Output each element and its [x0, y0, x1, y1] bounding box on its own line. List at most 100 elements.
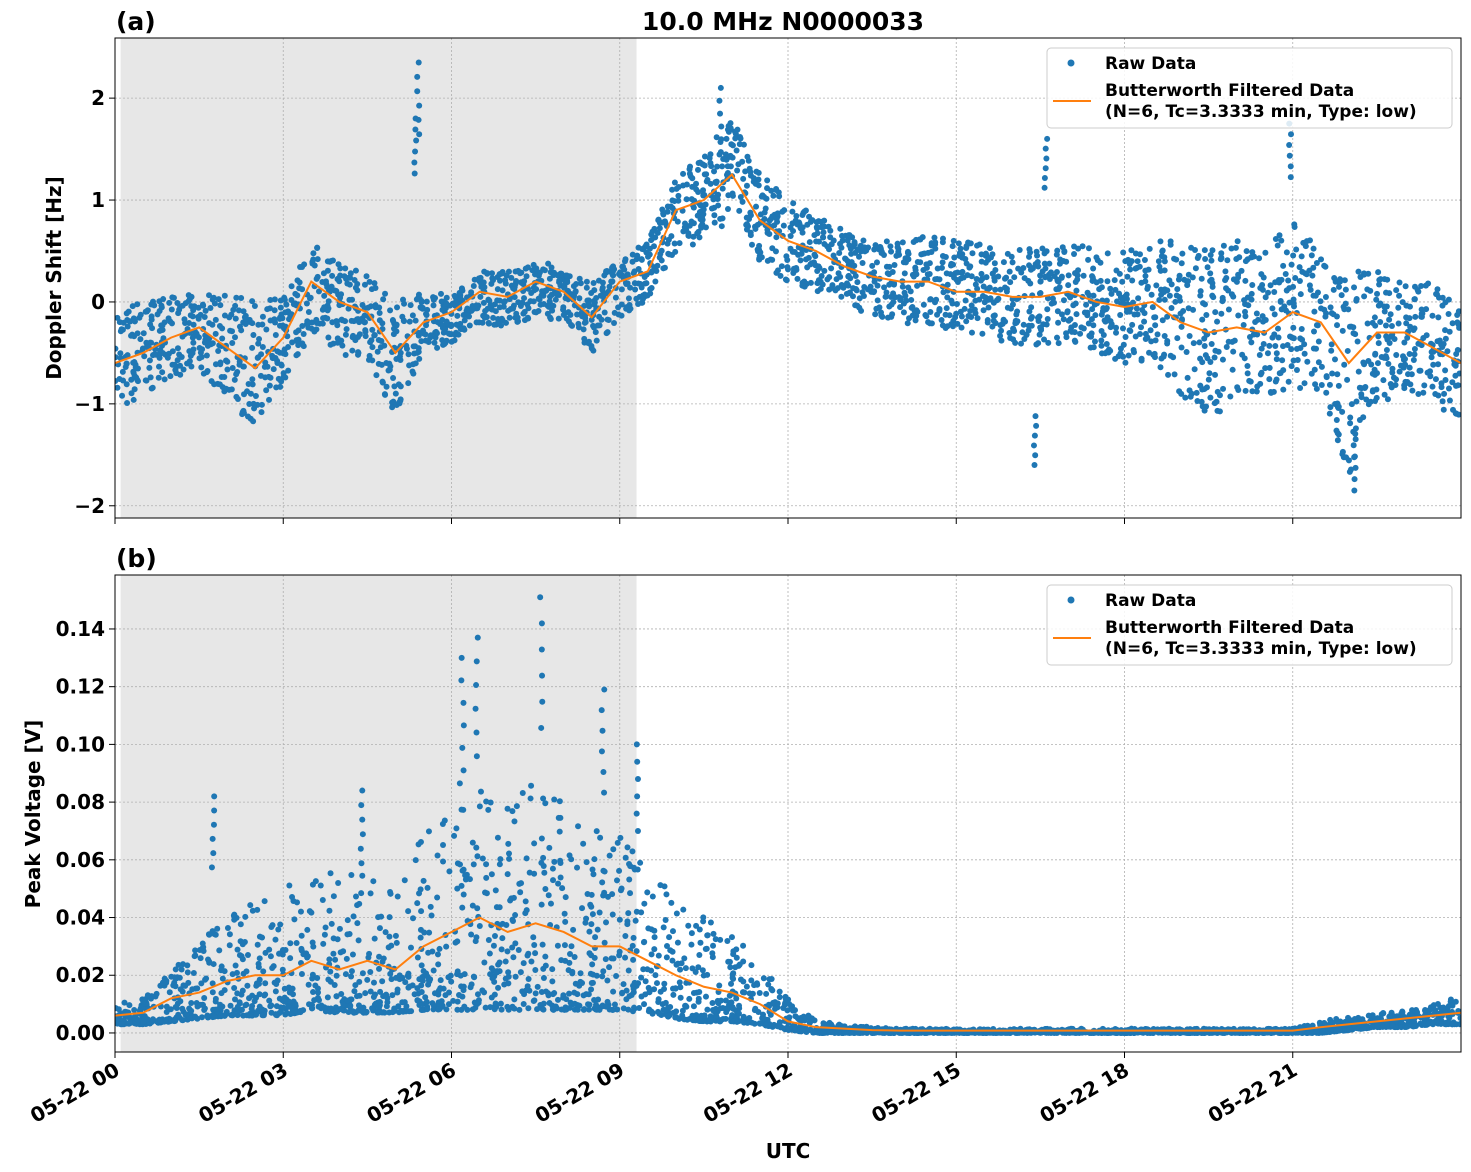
raw-data-point [704, 1006, 711, 1013]
raw-data-point [1056, 284, 1063, 291]
raw-data-point [639, 245, 646, 252]
raw-data-point [117, 350, 124, 357]
raw-data-point [445, 1001, 452, 1008]
raw-data-point [669, 948, 676, 955]
raw-data-point [592, 934, 599, 941]
raw-data-point [955, 240, 962, 247]
raw-data-point [255, 354, 262, 361]
raw-data-point [406, 983, 413, 990]
raw-data-point [791, 1027, 798, 1034]
raw-data-point [1020, 265, 1027, 272]
raw-data-point [1374, 360, 1381, 367]
raw-data-point [178, 353, 185, 360]
raw-data-point [1120, 249, 1127, 256]
raw-data-point [707, 1016, 714, 1023]
raw-data-point [477, 293, 484, 300]
raw-data-point [701, 1012, 708, 1019]
raw-data-point [326, 907, 333, 914]
raw-data-point [1290, 252, 1297, 259]
raw-data-point [1313, 385, 1320, 392]
raw-data-point [140, 1018, 147, 1025]
raw-data-point [1061, 248, 1068, 255]
raw-data-point [1317, 298, 1324, 305]
raw-data-point [201, 314, 208, 321]
raw-data-point [412, 148, 419, 155]
raw-data-point [479, 319, 486, 326]
raw-data-point [1097, 259, 1104, 266]
raw-data-point [429, 948, 436, 955]
raw-data-point [949, 300, 956, 307]
raw-data-point [635, 280, 642, 287]
raw-data-point [652, 278, 659, 285]
raw-data-point [1194, 255, 1201, 262]
raw-data-point [259, 313, 266, 320]
raw-data-point [1344, 347, 1351, 354]
raw-data-point [1179, 250, 1186, 257]
raw-data-point [748, 962, 755, 969]
raw-data-point [568, 943, 575, 950]
raw-data-point [361, 319, 368, 326]
raw-data-point [159, 369, 166, 376]
raw-data-point [545, 992, 552, 999]
raw-data-point [513, 803, 520, 810]
raw-data-point [349, 334, 356, 341]
raw-data-point [338, 1005, 345, 1012]
raw-data-point [287, 940, 294, 947]
raw-data-point [273, 981, 280, 988]
raw-data-point [446, 868, 453, 875]
raw-data-point [591, 856, 598, 863]
raw-data-point [968, 302, 975, 309]
raw-data-point [344, 280, 351, 287]
raw-data-point [630, 934, 637, 941]
raw-data-point [255, 340, 262, 347]
raw-data-point [166, 989, 173, 996]
raw-data-point [1025, 327, 1032, 334]
raw-data-point [366, 352, 373, 359]
raw-data-point [735, 161, 742, 168]
raw-data-point [1072, 338, 1079, 345]
raw-data-point [1280, 262, 1287, 269]
raw-data-point [269, 964, 276, 971]
raw-data-point [519, 790, 526, 797]
raw-data-point [1297, 291, 1304, 298]
raw-data-point [532, 990, 539, 997]
raw-data-point [729, 1004, 736, 1011]
raw-data-point [393, 939, 400, 946]
raw-data-point [581, 319, 588, 326]
raw-data-point [1402, 283, 1409, 290]
raw-data-point [564, 287, 571, 294]
raw-data-point [386, 914, 393, 921]
raw-data-point [1090, 265, 1097, 272]
raw-data-point [1427, 373, 1434, 380]
raw-data-point [448, 323, 455, 330]
raw-data-point [675, 184, 682, 191]
raw-data-point [420, 330, 427, 337]
raw-data-point [1197, 382, 1204, 389]
raw-data-point [1026, 308, 1033, 315]
raw-data-point [1249, 388, 1256, 395]
raw-data-point [1270, 388, 1277, 395]
raw-data-point [231, 911, 238, 918]
raw-data-point [314, 975, 321, 982]
raw-data-point [292, 290, 299, 297]
raw-data-point [1446, 397, 1453, 404]
raw-data-point [1286, 152, 1293, 159]
raw-data-point [143, 339, 150, 346]
raw-data-point [1262, 317, 1269, 324]
raw-data-point [167, 1006, 174, 1013]
raw-data-point [709, 999, 716, 1006]
raw-data-point [1286, 142, 1293, 149]
raw-data-point [1028, 313, 1035, 320]
raw-data-point [427, 332, 434, 339]
raw-data-point [1434, 286, 1441, 293]
raw-data-point [525, 1005, 532, 1012]
raw-data-point [240, 308, 247, 315]
raw-data-point [175, 310, 182, 317]
raw-data-point [1146, 245, 1153, 252]
raw-data-point [367, 988, 374, 995]
raw-data-point [547, 900, 554, 907]
raw-data-point [238, 294, 245, 301]
raw-data-point [574, 991, 581, 998]
raw-data-point [1207, 270, 1214, 277]
raw-data-point [394, 304, 401, 311]
